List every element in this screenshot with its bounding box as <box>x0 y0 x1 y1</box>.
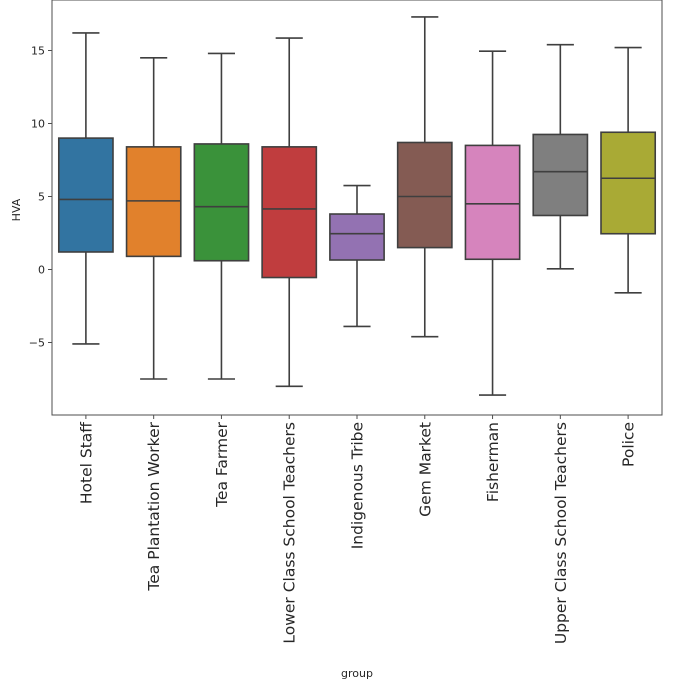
x-tick-label: Gem Market <box>416 422 434 517</box>
y-tick-label: 5 <box>38 191 45 204</box>
box-iqr <box>600 131 657 235</box>
box-iqr <box>261 146 318 279</box>
box-iqr <box>329 213 385 261</box>
box-group <box>125 56 182 380</box>
box-group <box>396 16 453 338</box>
x-tick-label: Fisherman <box>484 422 502 502</box>
box-iqr <box>57 137 114 253</box>
box-iqr <box>532 133 589 217</box>
x-tick-label: Police <box>620 422 638 467</box>
x-tick-label: Tea Farmer <box>213 421 231 508</box>
y-tick-label: −5 <box>29 337 45 350</box>
y-tick-label: 0 <box>38 264 45 277</box>
box-iqr <box>193 143 250 262</box>
y-tick-label: 15 <box>31 45 45 58</box>
x-tick-label: Indigenous Tribe <box>349 422 367 549</box>
y-tick-label: 10 <box>31 118 45 131</box>
box-iqr <box>396 141 453 249</box>
box-group <box>329 184 385 328</box>
x-tick-label: Upper Class School Teachers <box>552 422 570 644</box>
box-group <box>261 37 318 388</box>
box-group <box>193 52 250 380</box>
box-group <box>600 46 657 294</box>
y-axis-label: HVA <box>10 198 23 221</box>
box-iqr <box>464 144 521 261</box>
x-axis-label: group <box>341 667 373 680</box>
x-tick-label: Lower Class School Teachers <box>281 422 299 644</box>
box-group <box>532 43 589 270</box>
box-group <box>57 32 114 345</box>
boxes-layer <box>57 16 657 396</box>
x-tick-label: Hotel Staff <box>77 422 95 504</box>
box-group <box>464 50 521 396</box>
x-tick-label: Tea Plantation Worker <box>145 421 163 591</box>
y-axis: −5 0 5 10 15 <box>29 45 52 350</box>
x-axis: Hotel Staff Tea Plantation Worker Tea Farm… <box>77 415 638 644</box>
